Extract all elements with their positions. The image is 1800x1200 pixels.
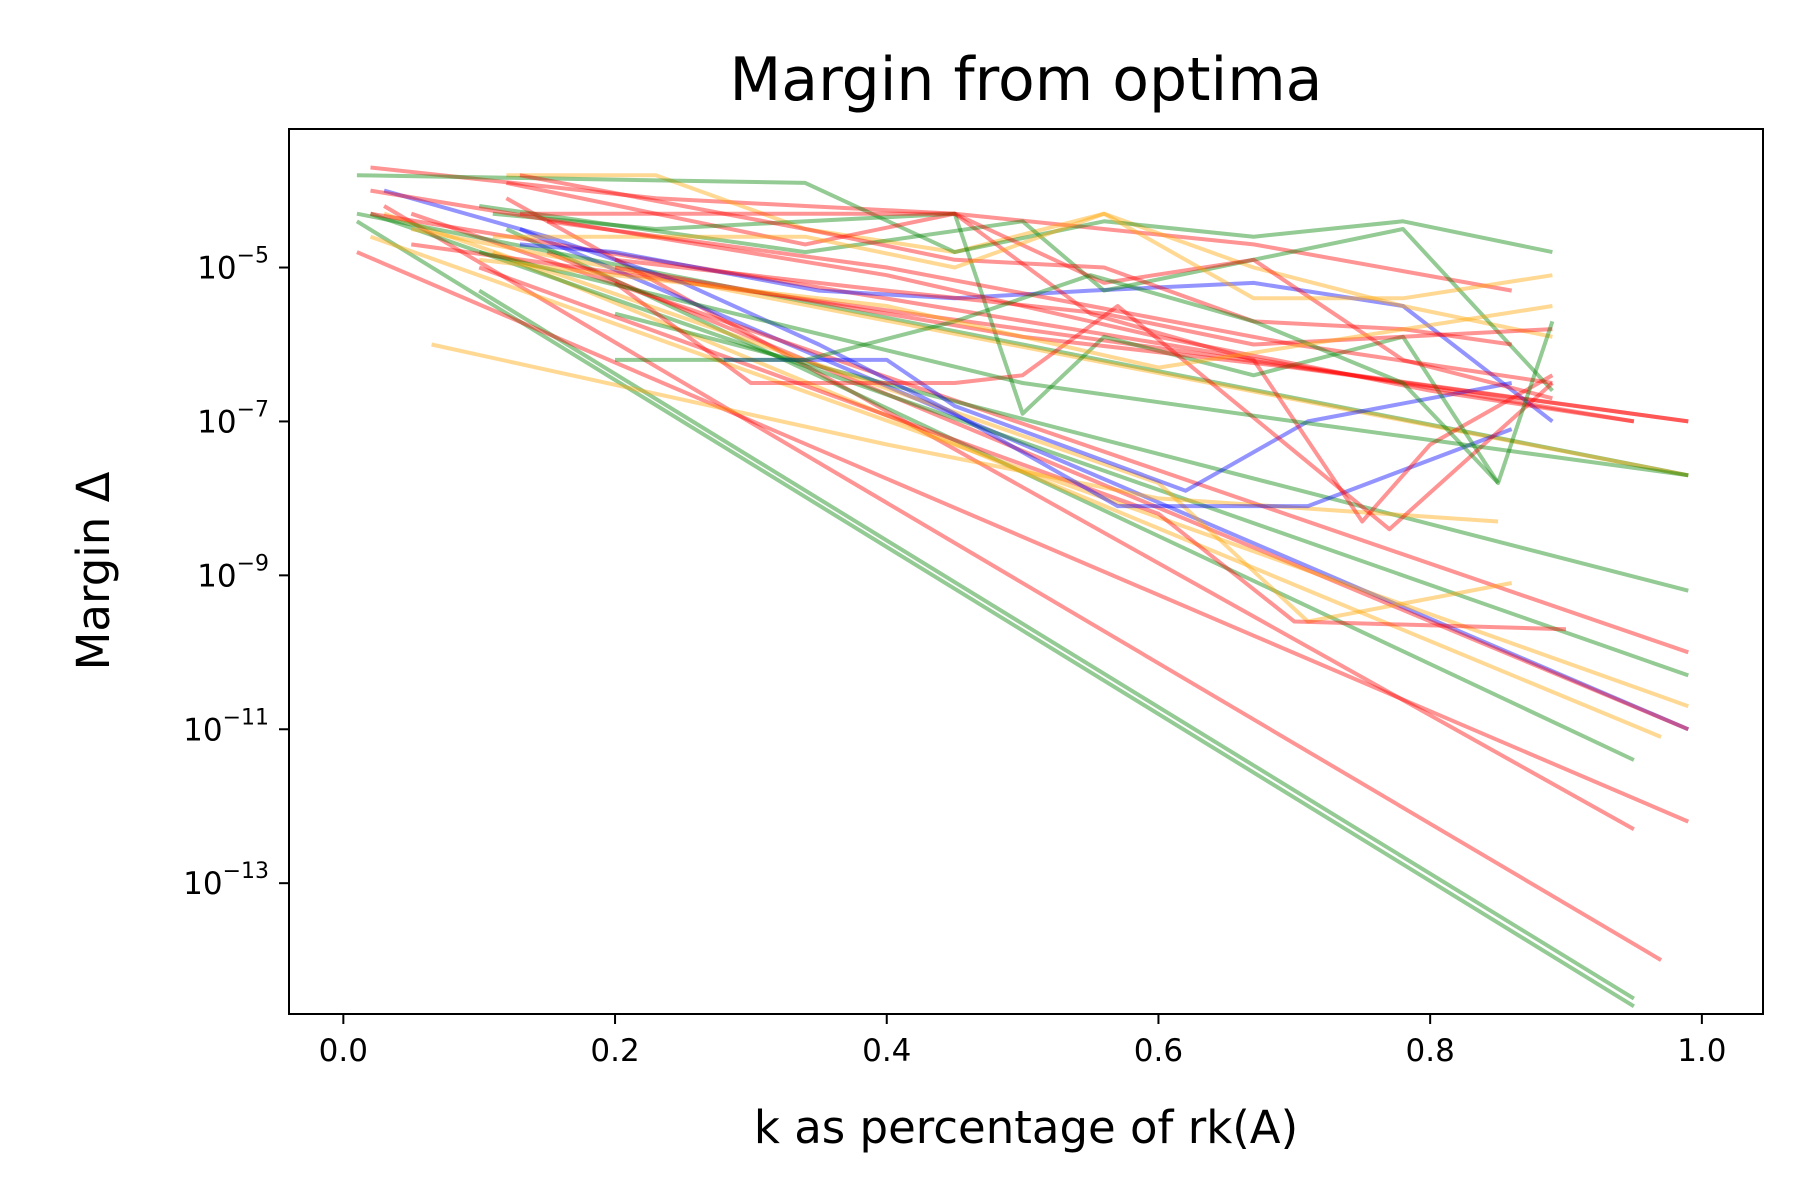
series-line-10 (369, 234, 1689, 709)
series-line-35 (613, 281, 1554, 532)
series-layer (355, 165, 1690, 1009)
series-line-6 (505, 227, 1635, 762)
series-line-4 (356, 250, 1690, 824)
series-line-33 (492, 211, 1553, 301)
series-line-23 (723, 357, 1513, 493)
series-line-30 (519, 173, 1512, 347)
series-line-2 (478, 288, 1635, 1001)
series-line-24 (370, 165, 1513, 293)
y-tick-label: 10−11 (183, 705, 269, 748)
series-line-37 (614, 265, 1689, 424)
series-line-7 (492, 250, 1662, 739)
y-axis: 10−5 10−7 10−9 10−11 10−13 (183, 244, 289, 902)
series-line-31 (519, 211, 1553, 401)
series-line-1 (355, 219, 1635, 1009)
series-line-26 (356, 173, 1553, 255)
series-line-32 (546, 219, 1553, 385)
x-axis: 0.0 0.2 0.4 0.6 0.8 1.0 (319, 1014, 1727, 1069)
series-line-9 (546, 250, 1690, 732)
series-line-14 (383, 211, 1513, 624)
series-line-15 (478, 265, 1567, 632)
y-tick-label: 10−7 (197, 397, 269, 440)
series-line-11 (369, 211, 1689, 678)
series-line-29 (478, 204, 1554, 393)
series-line-27 (505, 180, 1554, 524)
series-line-34 (614, 257, 1553, 347)
series-line-28 (492, 211, 1500, 485)
x-tick-label: 0.4 (862, 1033, 911, 1069)
series-line-22 (519, 242, 1554, 423)
series-line-20 (431, 342, 1499, 524)
x-tick-label: 0.6 (1134, 1033, 1183, 1069)
series-line-8 (519, 227, 1690, 732)
series-line-19 (370, 211, 1635, 424)
series-line-12 (410, 211, 1689, 655)
y-axis-label: Margin Δ (67, 471, 120, 670)
series-line-36 (370, 188, 1635, 424)
y-tick-label: 10−13 (183, 859, 269, 902)
series-line-40 (478, 257, 1553, 370)
series-line-39 (478, 250, 1689, 478)
y-tick-label: 10−5 (197, 244, 269, 287)
x-tick-label: 0.2 (590, 1033, 639, 1069)
x-axis-label: k as percentage of rk(A) (754, 1101, 1298, 1154)
x-tick-label: 0.8 (1406, 1033, 1455, 1069)
series-line-18 (411, 242, 1689, 424)
x-tick-label: 0.0 (319, 1033, 368, 1069)
plot-frame (288, 128, 1764, 1015)
chart-title: Margin from optima (730, 45, 1323, 115)
x-tick-label: 1.0 (1677, 1033, 1726, 1069)
series-line-21 (383, 188, 1513, 509)
series-line-38 (615, 273, 1555, 485)
series-line-16 (356, 211, 1689, 478)
series-line-17 (410, 227, 1689, 478)
y-tick-label: 10−9 (197, 551, 269, 594)
series-line-3 (383, 204, 1663, 962)
series-line-5 (505, 196, 1635, 832)
series-line-25 (506, 173, 1553, 339)
series-line-13 (614, 311, 1689, 593)
